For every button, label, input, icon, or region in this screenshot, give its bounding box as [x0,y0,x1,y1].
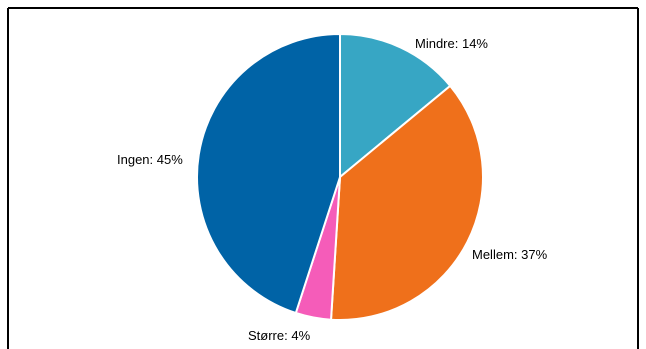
slice-label-mindre: Mindre: 14% [415,36,488,51]
pie-labels: Mindre: 14% Mellem: 37% Større: 4% Ingen: 4… [117,36,548,343]
slice-label-st-rre: Større: 4% [248,328,311,343]
slice-label-mellem: Mellem: 37% [472,247,548,262]
pie-slice-mellem [329,84,484,321]
pie-slice-mindre [339,32,452,180]
pie-slice-ingen [196,32,341,315]
slice-label-ingen: Ingen: 45% [117,152,183,167]
pie-slices [196,32,484,321]
chart-frame [7,7,639,349]
